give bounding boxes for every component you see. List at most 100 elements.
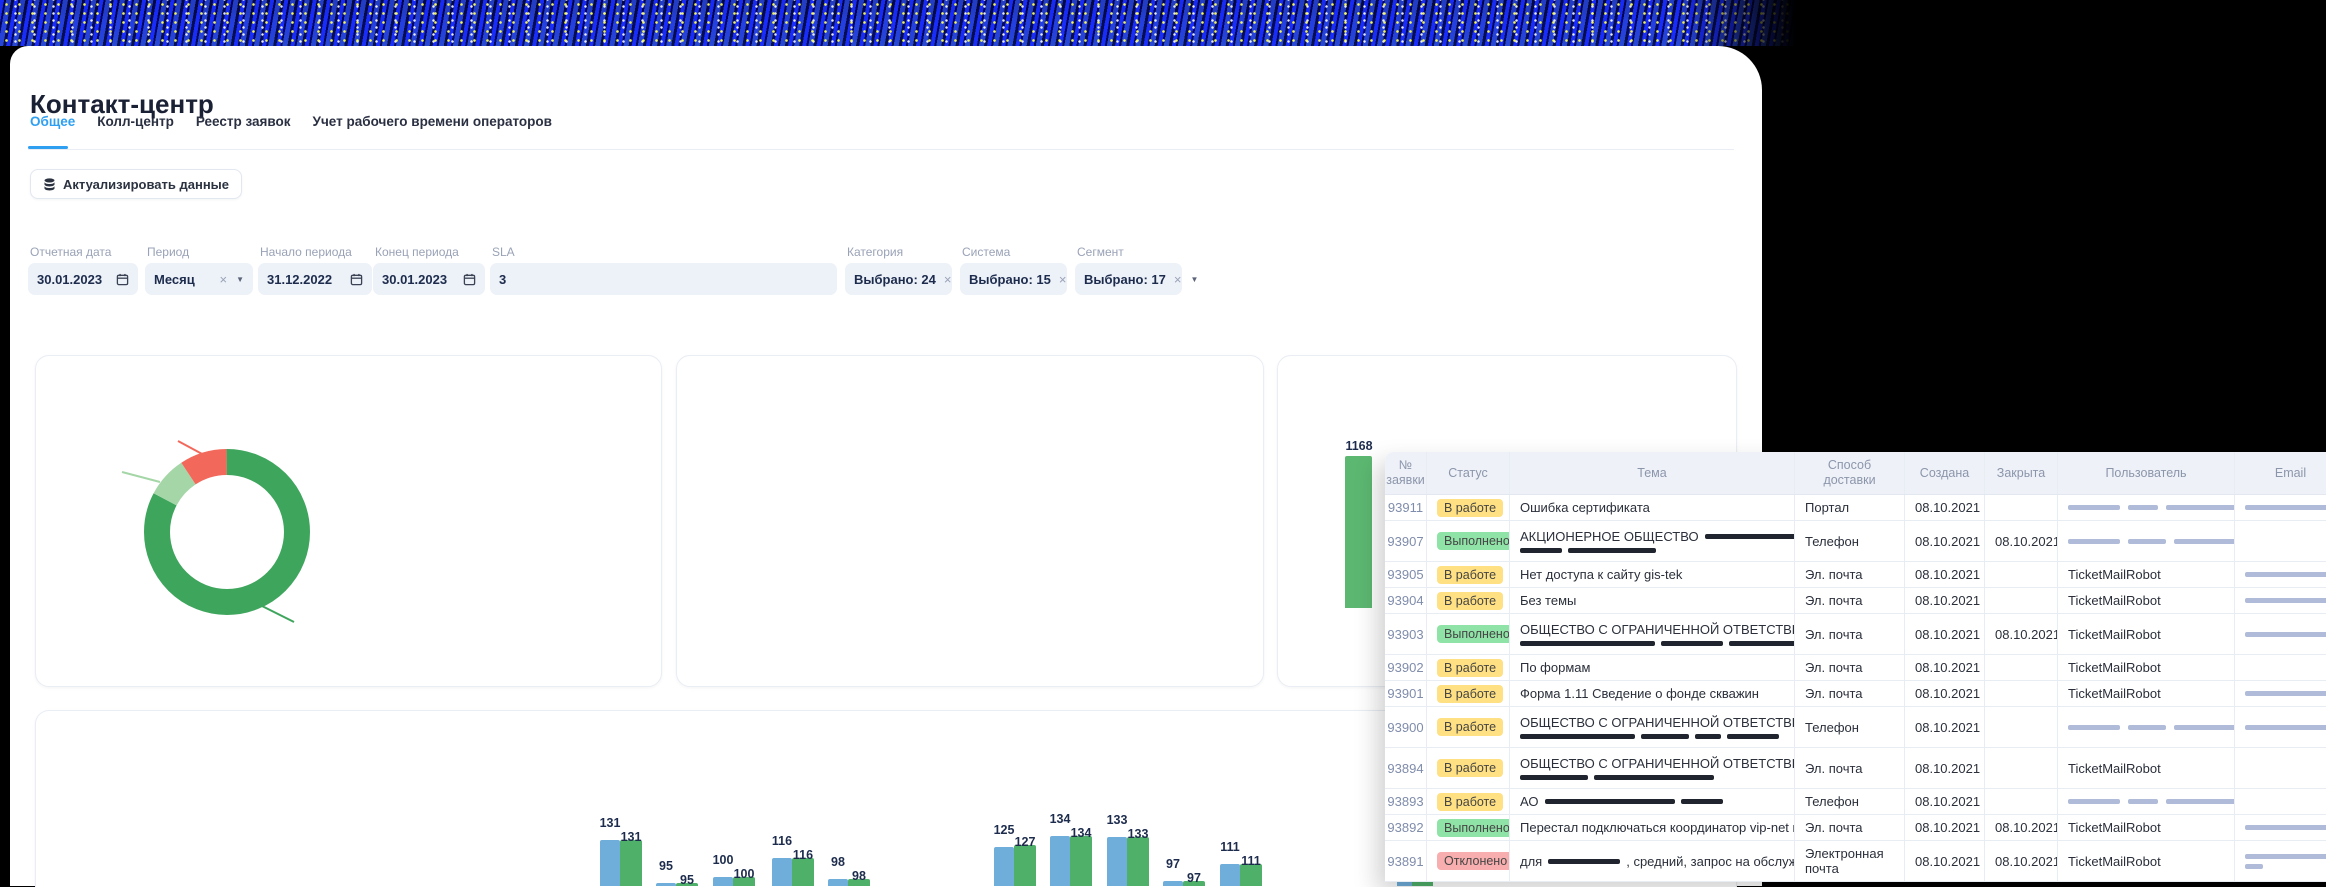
- ratio-bar-green[interactable]: [792, 857, 814, 886]
- ratio-bar-green-value: 134: [1070, 826, 1092, 841]
- ratio-bar-green[interactable]: [1183, 880, 1205, 886]
- status-cell: В работе: [1427, 707, 1510, 747]
- theme-line: для , средний, запрос на обслуживание: [1520, 853, 1794, 869]
- ratio-bar-green-value: 127: [1014, 834, 1036, 849]
- filter-select-1[interactable]: Месяц × ▼: [145, 263, 253, 295]
- status-badge: В работе: [1437, 759, 1504, 777]
- theme-lines: ОБЩЕСТВО С ОГРАНИЧЕННОЙ ОТВЕТСТВЕННОСТЬЮ: [1520, 756, 1794, 780]
- redacted-email: [2245, 853, 2326, 869]
- calendar-icon[interactable]: [350, 273, 363, 286]
- ratio-bar-green[interactable]: [620, 839, 642, 886]
- redacted-bar: [2068, 724, 2120, 730]
- chevron-down-icon[interactable]: ▼: [1190, 274, 1199, 284]
- theme-lines: Форма 1.11 Сведение о фонде скважин: [1520, 686, 1784, 701]
- theme-lines: Перестал подключаться координатор vip-ne…: [1520, 820, 1794, 835]
- ratio-bar-green[interactable]: [1127, 837, 1149, 886]
- tab-ticket-registry[interactable]: Реестр заявок: [195, 114, 291, 129]
- tab-general[interactable]: Общее: [30, 114, 76, 129]
- filter-input-4[interactable]: 3: [490, 263, 837, 295]
- filter-input-0[interactable]: 30.01.2023: [28, 263, 138, 295]
- closed-cell: 08.10.2021: [1985, 815, 2058, 840]
- ratio-bar-green[interactable]: [733, 877, 755, 886]
- ratio-bar-blue-value: 100: [712, 853, 734, 867]
- tab-operator-time[interactable]: Учет рабочего времени операторов: [312, 114, 552, 129]
- chevron-down-icon[interactable]: ▼: [236, 274, 244, 284]
- refresh-data-button[interactable]: Актуализировать данные: [30, 169, 242, 199]
- ratio-bar-blue[interactable]: [772, 857, 792, 886]
- active-tab-underline: [28, 146, 68, 149]
- ratio-bar-green-value: 131: [620, 829, 642, 844]
- theme-text: АО: [1520, 794, 1539, 809]
- redacted-bar: [1520, 734, 1635, 739]
- filter-select-7[interactable]: Выбрано: 17 × ▼: [1075, 263, 1198, 295]
- ratio-bar-blue[interactable]: [828, 879, 848, 886]
- table-row[interactable]: 93893 В работе АО Телефон 08.10.2021: [1385, 789, 2326, 815]
- theme-lines: АКЦИОНЕРНОЕ ОБЩЕСТВО: [1520, 529, 1794, 553]
- table-row[interactable]: 93900 В работе ОБЩЕСТВО С ОГРАНИЧЕННОЙ ОТВ…: [1385, 707, 2326, 748]
- ratio-bar-blue-value: 131: [599, 815, 621, 830]
- table-row[interactable]: 93907 Выполнено АКЦИОНЕРНОЕ ОБЩЕСТВО Телефо…: [1385, 521, 2326, 562]
- clear-filter-icon[interactable]: ×: [219, 271, 228, 287]
- tab-call-center[interactable]: Колл-центр: [97, 114, 174, 129]
- ratio-bar-green-value: 116: [792, 847, 814, 862]
- created-cell: 08.10.2021: [1905, 815, 1985, 840]
- user-cell: [2058, 707, 2235, 747]
- table-row[interactable]: 93901 В работе Форма 1.11 Сведение о фонде…: [1385, 681, 2326, 707]
- theme-lines: По формам: [1520, 660, 1784, 675]
- filter-select-6[interactable]: Выбрано: 15×▼: [960, 263, 1083, 295]
- redacted-bar: [2245, 724, 2326, 730]
- status-cell: В работе: [1427, 681, 1510, 706]
- filter-input-2[interactable]: 31.12.2022: [258, 263, 372, 295]
- clear-filter-icon[interactable]: ×: [1058, 271, 1067, 287]
- redacted-bar: [2245, 505, 2326, 510]
- ratio-bar-blue-value: 111: [1220, 839, 1240, 854]
- table-row[interactable]: 93903 Выполнено ОБЩЕСТВО С ОГРАНИЧЕННОЙ ОТ…: [1385, 614, 2326, 655]
- table-row[interactable]: 93894 В работе ОБЩЕСТВО С ОГРАНИЧЕННОЙ ОТВ…: [1385, 748, 2326, 789]
- ratio-bar-blue[interactable]: [656, 883, 676, 886]
- redacted-bar: [2245, 598, 2326, 603]
- redacted-bar: [1594, 775, 1714, 780]
- ratio-bar-green[interactable]: [1070, 836, 1092, 886]
- ratio-bar-green[interactable]: [1240, 863, 1262, 886]
- redacted-bar: [2166, 505, 2234, 510]
- table-row[interactable]: 93902 В работе По формам Эл. почта 08.10.202…: [1385, 655, 2326, 681]
- theme-cell: для , средний, запрос на обслуживание: [1510, 841, 1795, 881]
- ratio-bar-blue[interactable]: [1220, 863, 1240, 886]
- created-cell: 08.10.2021: [1905, 841, 1985, 881]
- closing-bar[interactable]: [1345, 456, 1372, 608]
- ratio-bar-green[interactable]: [1014, 844, 1036, 886]
- email-cell: [2235, 681, 2326, 706]
- table-row[interactable]: 93892 Выполнено Перестал подключаться коор…: [1385, 815, 2326, 841]
- ratio-bar-green[interactable]: [676, 883, 698, 886]
- table-row[interactable]: 93911 В работе Ошибка сертификата Портал 08.…: [1385, 495, 2326, 521]
- filter-select-5[interactable]: Выбрано: 24×▼: [845, 263, 968, 295]
- table-row[interactable]: 93891 Отклонено для , средний, запрос на об…: [1385, 841, 2326, 882]
- redacted-bar: [1544, 799, 1675, 804]
- theme-cell: ОБЩЕСТВО С ОГРАНИЧЕННОЙ ОТВЕТСТВЕННОСТЬЮ: [1510, 614, 1795, 654]
- user-cell: TicketMailRobot: [2058, 562, 2235, 587]
- table-row[interactable]: 93904 В работе Без темы Эл. почта 08.10.2021…: [1385, 588, 2326, 614]
- table-row[interactable]: 93905 В работе Нет доступа к сайту gis-tek…: [1385, 562, 2326, 588]
- ratio-bar-blue[interactable]: [994, 847, 1014, 886]
- ratio-bar-green[interactable]: [848, 879, 870, 886]
- clear-filter-icon[interactable]: ×: [943, 271, 952, 287]
- theme-text: для: [1520, 853, 1543, 869]
- theme-cell: По формам: [1510, 655, 1795, 680]
- filter-value-5: Выбрано: 24: [854, 271, 936, 287]
- ratio-bar-blue[interactable]: [713, 877, 733, 886]
- theme-lines: Ошибка сертификата: [1520, 500, 1784, 515]
- calendar-icon[interactable]: [463, 273, 476, 286]
- clear-filter-icon[interactable]: ×: [1173, 271, 1182, 287]
- theme-text: ОБЩЕСТВО С ОГРАНИЧЕННОЙ ОТВЕТСТВЕННОСТЬЮ: [1520, 715, 1794, 730]
- redacted-email: [2245, 631, 2326, 637]
- calendar-icon[interactable]: [116, 273, 129, 286]
- ratio-bar-blue[interactable]: [1163, 880, 1183, 886]
- ratio-bar-blue[interactable]: [600, 839, 620, 886]
- ratio-bar-blue[interactable]: [1107, 837, 1127, 886]
- ratio-bar-blue[interactable]: [1050, 836, 1070, 886]
- filter-label-0: Отчетная дата: [30, 245, 112, 259]
- theme-line: ОБЩЕСТВО С ОГРАНИЧЕННОЙ ОТВЕТСТВЕННОСТЬЮ: [1520, 756, 1794, 771]
- column-header-7: Email: [2274, 465, 2307, 480]
- theme-line: По формам: [1520, 660, 1784, 675]
- filter-input-3[interactable]: 30.01.2023: [373, 263, 485, 295]
